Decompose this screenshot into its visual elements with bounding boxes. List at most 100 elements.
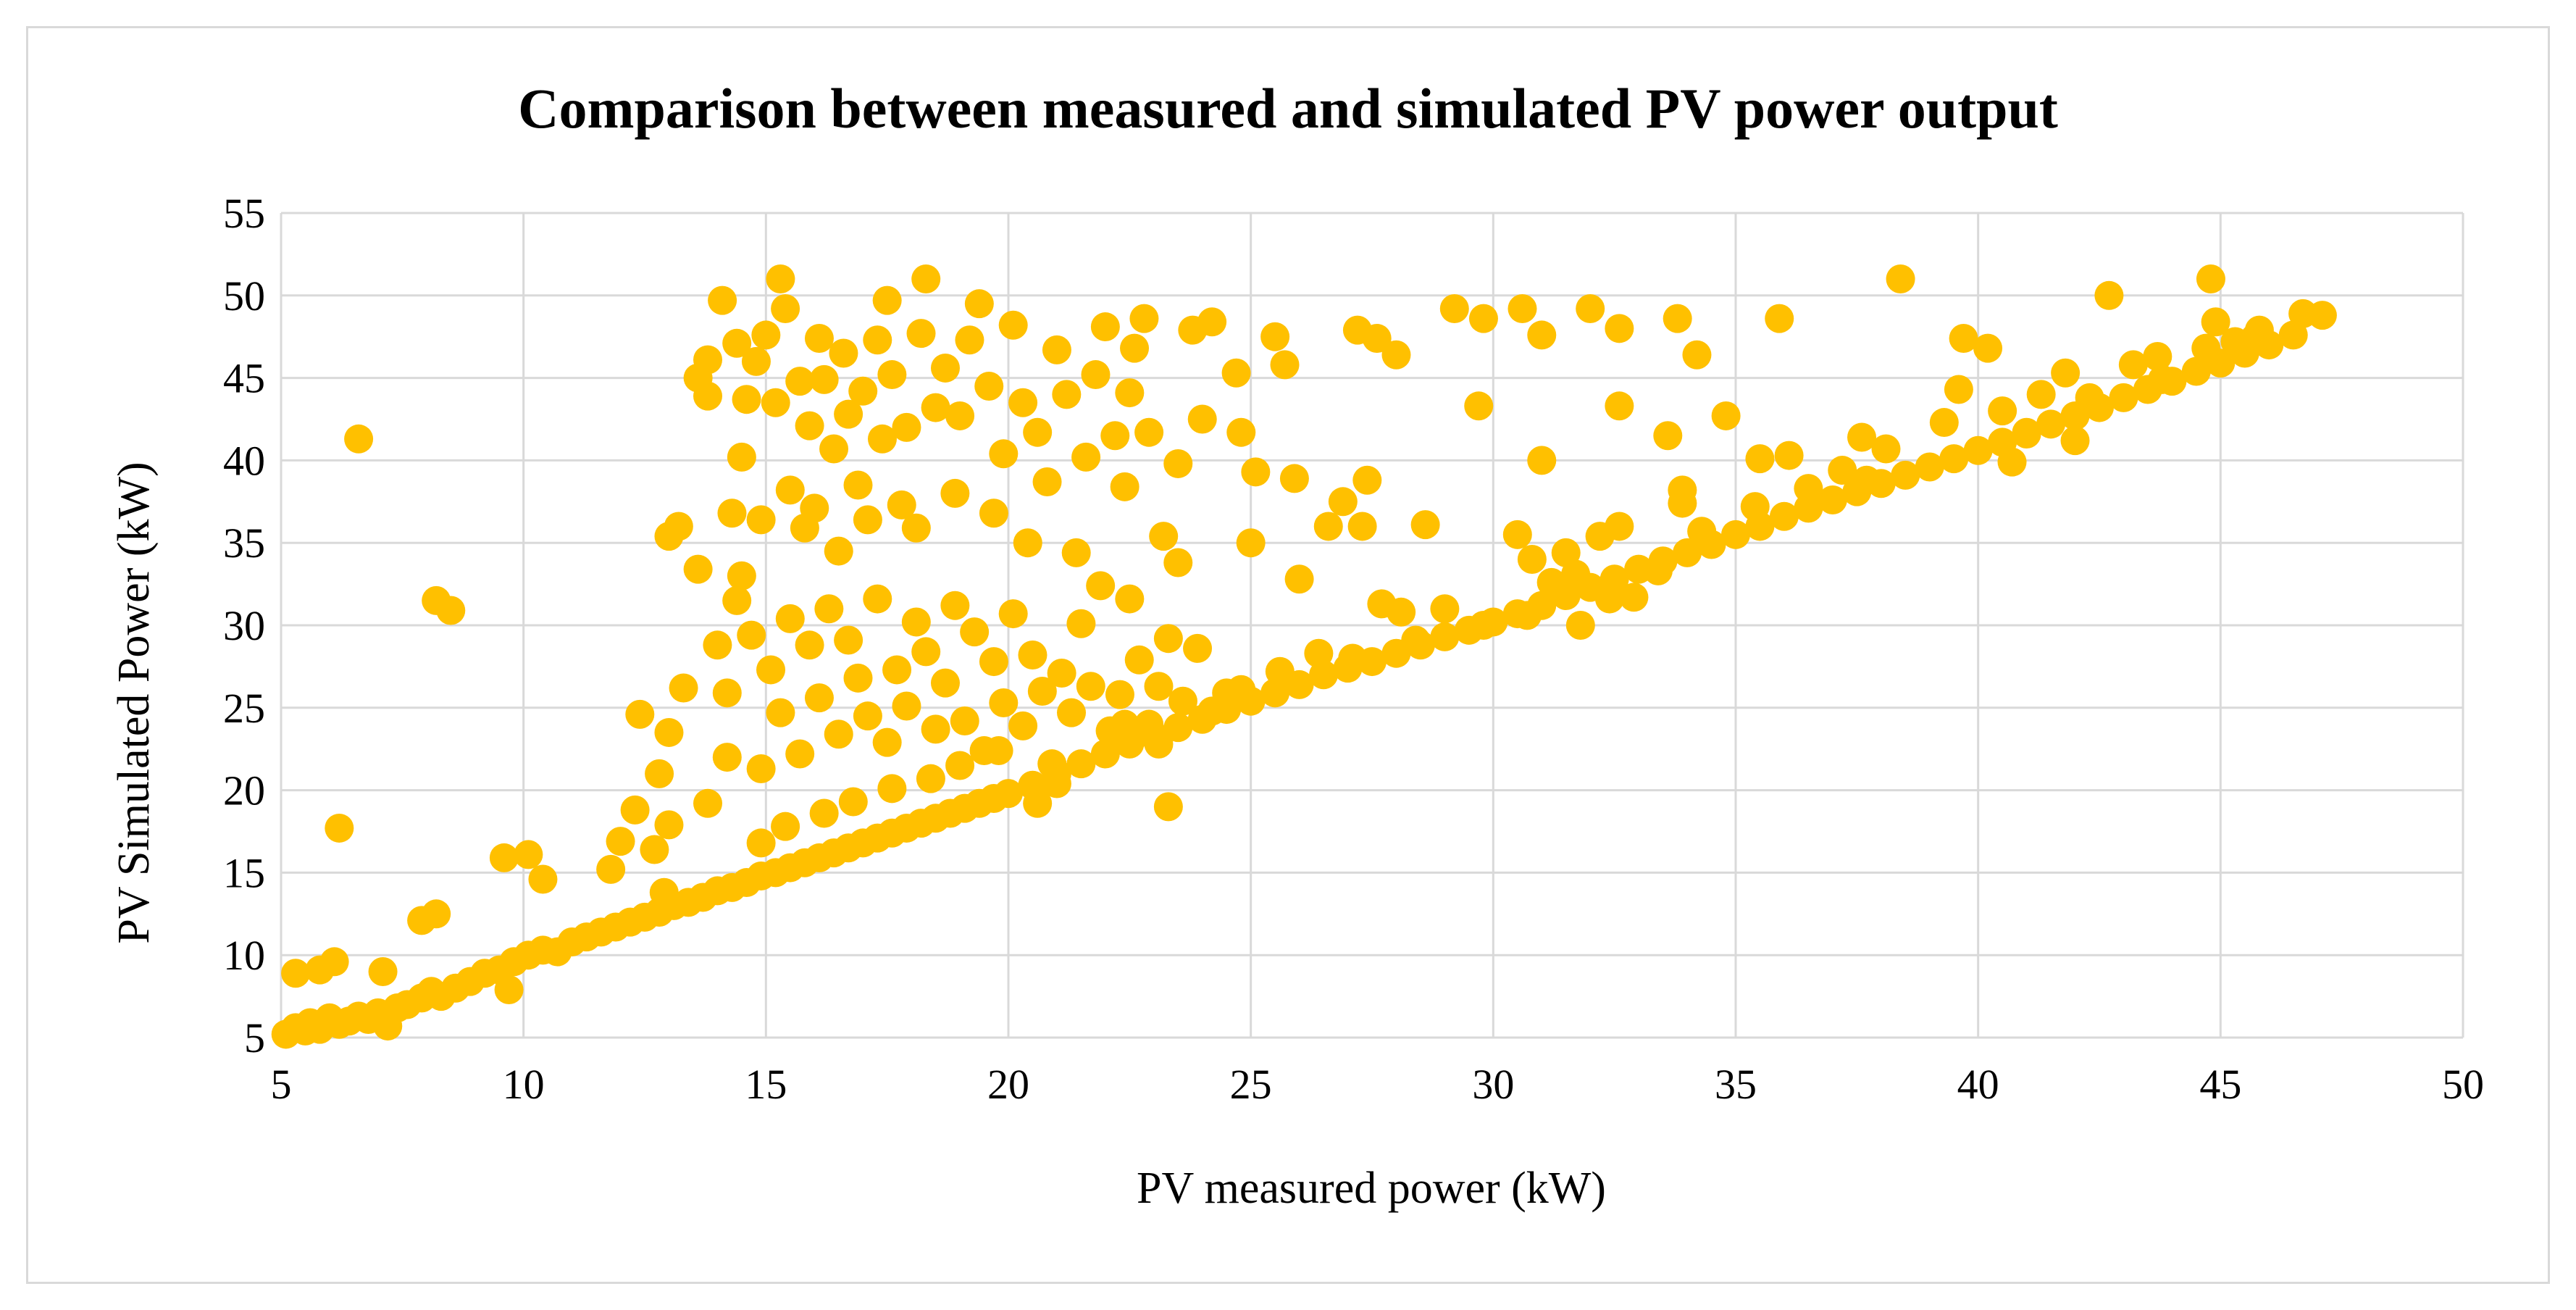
data-point (1818, 485, 1847, 515)
y-tick-label: 35 (223, 520, 265, 567)
chart-title: Comparison between measured and simulate… (518, 77, 2058, 140)
data-point (989, 439, 1019, 469)
data-point (2051, 358, 2081, 388)
data-point (775, 475, 805, 505)
data-point (906, 319, 936, 349)
data-point (984, 735, 1013, 765)
data-point (1576, 294, 1605, 324)
data-point (1973, 333, 2003, 363)
data-point (1023, 417, 1053, 447)
data-point (940, 591, 970, 620)
data-point (1765, 304, 1794, 333)
data-point (2060, 426, 2090, 456)
data-point (1134, 417, 1164, 447)
data-point (1057, 698, 1087, 727)
y-tick-label: 50 (223, 272, 265, 320)
x-tick-label: 25 (1230, 1061, 1272, 1108)
data-point (945, 751, 975, 780)
data-point (2075, 383, 2104, 412)
data-point (1944, 375, 1973, 404)
data-point (1387, 597, 1416, 627)
data-point (1221, 358, 1251, 388)
data-point (955, 325, 984, 355)
data-point (1110, 709, 1139, 739)
x-tick-label: 50 (2442, 1061, 2484, 1108)
data-point (1464, 391, 1494, 421)
data-point (974, 371, 1004, 401)
data-point (1663, 304, 1692, 333)
y-tick-label: 15 (223, 849, 265, 896)
data-point (766, 698, 795, 727)
data-point (1042, 335, 1071, 364)
y-tick-label: 5 (244, 1014, 265, 1061)
data-point (863, 325, 892, 355)
data-point (727, 561, 756, 591)
data-point (2094, 280, 2124, 310)
data-point (892, 691, 921, 721)
x-tick-label: 20 (987, 1061, 1029, 1108)
data-point (921, 393, 950, 422)
data-point (1886, 264, 1915, 294)
data-point (911, 637, 941, 667)
x-axis-label: PV measured power (kW) (1137, 1164, 1606, 1213)
data-point (824, 719, 853, 749)
data-point (1279, 464, 1309, 493)
data-point (766, 264, 795, 294)
data-point (2118, 350, 2148, 380)
data-point (1513, 601, 1542, 630)
data-point (1260, 322, 1290, 351)
data-point (1115, 378, 1145, 408)
data-point (1517, 544, 1547, 574)
data-points (271, 264, 2337, 1049)
data-point (1536, 567, 1566, 597)
data-point (1605, 512, 1634, 541)
data-point (1071, 442, 1101, 472)
data-point (422, 899, 451, 929)
data-point (325, 813, 354, 843)
data-point (732, 385, 761, 414)
data-point (606, 827, 635, 856)
data-point (737, 620, 766, 650)
data-point (1527, 320, 1557, 350)
data-point (771, 812, 800, 841)
data-point (1076, 672, 1105, 701)
data-point (1342, 315, 1372, 345)
data-point (1891, 460, 1920, 490)
data-point (1527, 446, 1557, 475)
data-point (1439, 294, 1469, 324)
data-point (863, 584, 892, 614)
data-point (1939, 444, 1969, 474)
data-point (2026, 380, 2056, 409)
data-point (834, 399, 863, 429)
data-point (1168, 686, 1197, 716)
data-point (1226, 675, 1256, 704)
data-point (848, 376, 878, 406)
data-point (771, 294, 800, 324)
data-point (2191, 333, 2221, 363)
data-point (1090, 312, 1120, 342)
data-point (790, 513, 819, 543)
data-point (814, 594, 844, 624)
data-point (1745, 444, 1775, 474)
data-point (1915, 452, 1944, 482)
data-point (1430, 622, 1460, 651)
data-point (1468, 304, 1498, 333)
data-point (998, 599, 1028, 629)
data-point (649, 877, 679, 907)
data-point (829, 338, 858, 368)
data-point (872, 727, 902, 757)
data-point (1047, 659, 1076, 688)
data-point (1643, 556, 1673, 585)
data-point (1430, 594, 1460, 624)
data-point (1105, 680, 1134, 709)
y-tick-label: 55 (223, 190, 265, 237)
data-point (1721, 520, 1750, 549)
data-point (489, 843, 519, 872)
data-point (979, 498, 1008, 528)
data-point (901, 607, 931, 637)
data-point (746, 754, 776, 784)
data-point (528, 864, 558, 894)
data-point (867, 424, 897, 454)
x-tick-label: 35 (1715, 1061, 1757, 1108)
data-point (1008, 711, 1038, 740)
